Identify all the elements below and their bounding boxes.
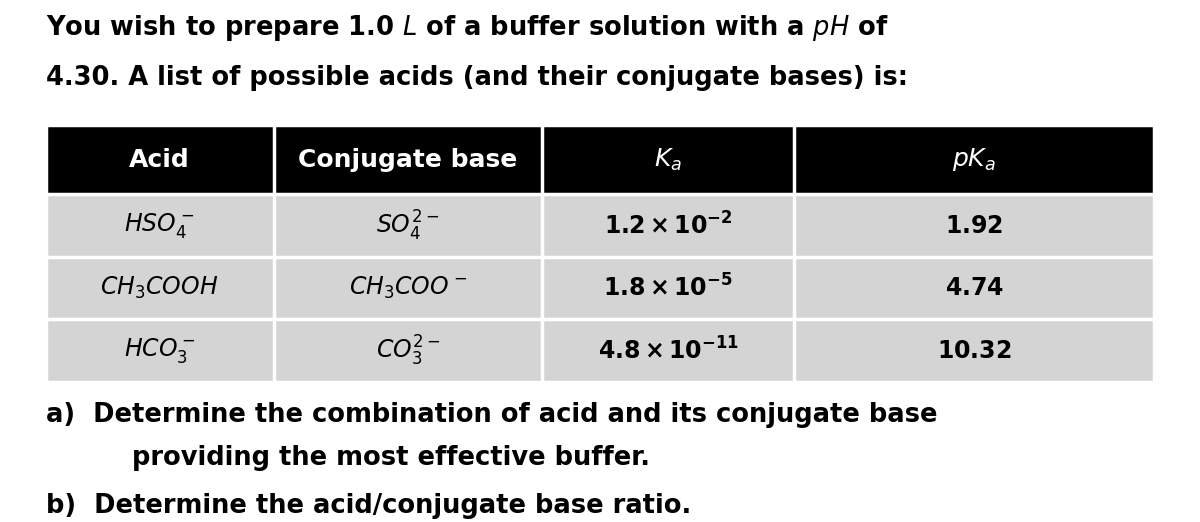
Bar [46,194,1154,257]
Bar [46,125,1154,194]
Text: $\mathbf{1.92}$: $\mathbf{1.92}$ [946,213,1003,238]
Text: $p\mathit{K_a}$: $p\mathit{K_a}$ [953,146,996,173]
Text: $\mathit{CH_3COOH}$: $\mathit{CH_3COOH}$ [101,275,218,301]
Bar [46,319,1154,382]
Text: b)  Determine the acid/conjugate base ratio.: b) Determine the acid/conjugate base rat… [46,493,691,519]
Text: 4.30. A list of possible acids (and their conjugate bases) is:: 4.30. A list of possible acids (and thei… [46,65,907,91]
Bar [46,257,1154,319]
Text: $\mathit{SO_4^{2-}}$: $\mathit{SO_4^{2-}}$ [377,208,439,243]
Text: providing the most effective buffer.: providing the most effective buffer. [132,445,650,471]
Text: a)  Determine the combination of acid and its conjugate base: a) Determine the combination of acid and… [46,402,937,428]
Text: Acid: Acid [130,148,190,172]
Text: $\mathbf{10.32}$: $\mathbf{10.32}$ [937,339,1012,363]
Text: $\mathit{HSO_4^-}$: $\mathit{HSO_4^-}$ [125,211,194,240]
Text: $\mathbf{1.8 \times 10^{-5}}$: $\mathbf{1.8 \times 10^{-5}}$ [604,275,733,302]
Text: Conjugate base: Conjugate base [299,148,517,172]
Text: $\mathit{HCO_3^-}$: $\mathit{HCO_3^-}$ [124,336,196,365]
Text: $\mathit{K_a}$: $\mathit{K_a}$ [654,147,683,173]
Text: $\mathbf{4.74}$: $\mathbf{4.74}$ [944,276,1004,300]
Text: $\mathit{CO_3^{2-}}$: $\mathit{CO_3^{2-}}$ [376,334,440,368]
Text: $\mathbf{1.2 \times 10^{-2}}$: $\mathbf{1.2 \times 10^{-2}}$ [604,212,733,239]
Text: $\mathbf{4.8 \times 10^{-11}}$: $\mathbf{4.8 \times 10^{-11}}$ [598,337,739,364]
Text: You wish to prepare 1.0 $\it{L}$ of a buffer solution with a $\it{pH}$ of: You wish to prepare 1.0 $\it{L}$ of a bu… [46,13,888,43]
Text: $\mathit{CH_3COO^-}$: $\mathit{CH_3COO^-}$ [349,275,467,301]
